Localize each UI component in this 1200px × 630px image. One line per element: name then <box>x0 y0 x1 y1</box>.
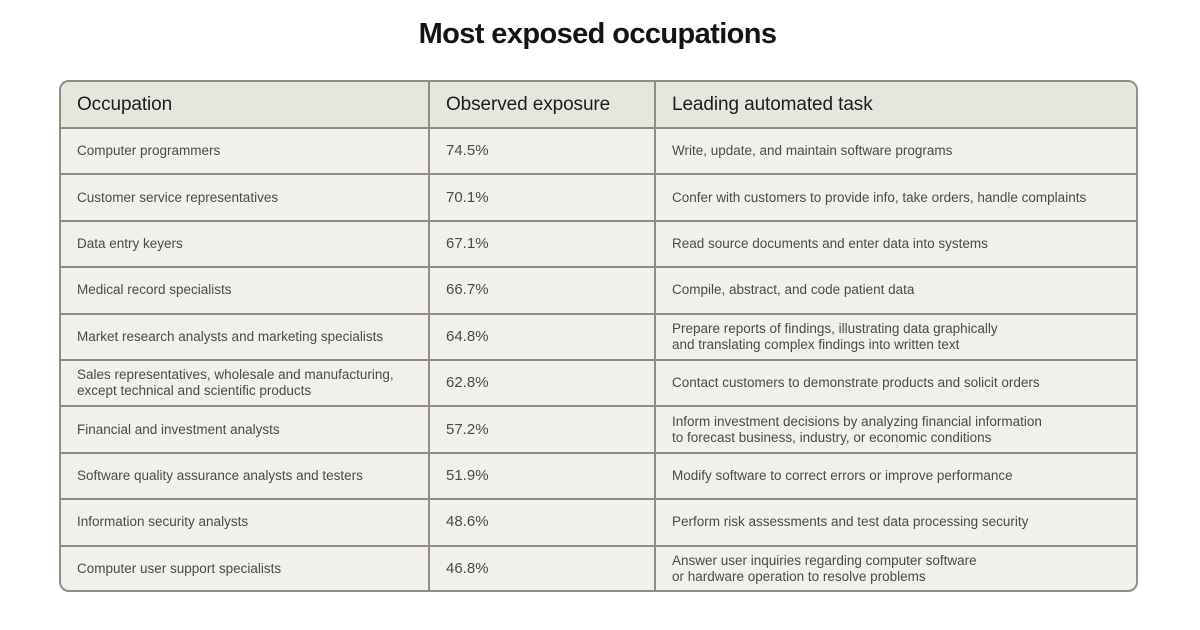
occupation-cell: Customer service representatives <box>61 174 430 222</box>
column-header-leading-task: Leading automated task <box>655 82 1136 129</box>
column-header-observed-exposure: Observed exposure <box>429 82 656 129</box>
exposure-value: 57.2% <box>429 406 656 454</box>
task-text: or hardware operation to resolve problem… <box>672 569 926 585</box>
exposure-value: 64.8% <box>429 313 656 361</box>
task-text: Inform investment decisions by analyzing… <box>672 413 1042 429</box>
table-body: Computer programmers 74.5% Write, update, … <box>61 128 1136 590</box>
task-cell: Contact customers to demonstrate product… <box>655 359 1136 408</box>
exposure-value: 67.1% <box>429 220 656 269</box>
task-cell: Prepare reports of findings, illustratin… <box>655 313 1136 361</box>
task-cell: Inform investment decisions by analyzing… <box>655 406 1136 454</box>
exposure-value: 46.8% <box>429 545 656 590</box>
task-text: Answer user inquiries regarding computer… <box>672 553 977 569</box>
task-text: Write, update, and maintain software pro… <box>672 143 953 159</box>
exposure-value: 66.7% <box>429 267 656 315</box>
table-row: Computer programmers 74.5% Write, update, … <box>61 128 1136 176</box>
table-row: Financial and investment analysts 57.2% In… <box>61 406 1136 454</box>
task-text: Prepare reports of findings, illustratin… <box>672 320 998 336</box>
task-text: Compile, abstract, and code patient data <box>672 282 915 298</box>
table-row: Sales representatives, wholesale and man… <box>61 359 1136 408</box>
task-text: Read source documents and enter data int… <box>672 235 988 251</box>
occupations-table: Occupation Observed exposure Leading aut… <box>59 80 1138 592</box>
occupation-cell: Computer programmers <box>61 128 430 176</box>
occupation-text: Data entry keyers <box>77 235 183 251</box>
table-row: Software quality assurance analysts and … <box>61 452 1136 501</box>
exposure-value: 51.9% <box>429 452 656 501</box>
occupation-cell: Software quality assurance analysts and … <box>61 452 430 501</box>
table-row: Computer user support specialists 46.8% An… <box>61 545 1136 590</box>
task-text: and translating complex findings into wr… <box>672 336 960 352</box>
occupation-text: Financial and investment analysts <box>77 421 280 437</box>
occupation-cell: Medical record specialists <box>61 267 430 315</box>
task-cell: Write, update, and maintain software pro… <box>655 128 1136 176</box>
occupation-text: Medical record specialists <box>77 282 232 298</box>
occupation-text: Market research analysts and marketing s… <box>77 328 384 344</box>
occupation-text: Computer user support specialists <box>77 561 282 577</box>
occupation-cell: Data entry keyers <box>61 220 430 269</box>
exposure-value: 62.8% <box>429 359 656 408</box>
occupation-text: Customer service representatives <box>77 189 279 205</box>
occupation-cell: Computer user support specialists <box>61 545 430 590</box>
table-row: Medical record specialists 66.7% Compile, … <box>61 267 1136 315</box>
task-text: Modify software to correct errors or imp… <box>672 467 1013 483</box>
occupation-text: Computer programmers <box>77 143 221 159</box>
table-row: Customer service representatives 70.1% Con… <box>61 174 1136 222</box>
occupation-text: Information security analysts <box>77 514 249 530</box>
table-row: Information security analysts 48.6% Perfor… <box>61 499 1136 547</box>
page-title: Most exposed occupations <box>418 18 777 50</box>
task-cell: Modify software to correct errors or imp… <box>655 452 1136 501</box>
task-text: to forecast business, industry, or econo… <box>672 429 992 445</box>
task-text: Confer with customers to provide info, t… <box>672 189 1087 205</box>
column-header-occupation: Occupation <box>61 82 430 129</box>
occupation-cell: Sales representatives, wholesale and man… <box>61 359 430 408</box>
occupation-cell: Financial and investment analysts <box>61 406 430 454</box>
occupation-text: Sales representatives, wholesale and man… <box>77 367 394 383</box>
task-text: Perform risk assessments and test data p… <box>672 514 1029 530</box>
task-cell: Compile, abstract, and code patient data <box>655 267 1136 315</box>
occupation-cell: Market research analysts and marketing s… <box>61 313 430 361</box>
task-cell: Read source documents and enter data int… <box>655 220 1136 269</box>
table-row: Data entry keyers 67.1% Read source docume… <box>61 220 1136 269</box>
exposure-value: 74.5% <box>429 128 656 176</box>
task-text: Contact customers to demonstrate product… <box>672 375 1040 391</box>
table-header-row: Occupation Observed exposure Leading aut… <box>61 82 1136 129</box>
occupation-text: Software quality assurance analysts and … <box>77 467 363 483</box>
exposure-value: 70.1% <box>429 174 656 222</box>
table-row: Market research analysts and marketing s… <box>61 313 1136 361</box>
task-cell: Answer user inquiries regarding computer… <box>655 546 1136 590</box>
exposure-value: 48.6% <box>429 499 656 547</box>
task-cell: Confer with customers to provide info, t… <box>655 174 1136 222</box>
occupation-text: except technical and scientific products <box>77 383 312 399</box>
task-cell: Perform risk assessments and test data p… <box>655 499 1136 547</box>
occupation-cell: Information security analysts <box>61 499 430 547</box>
